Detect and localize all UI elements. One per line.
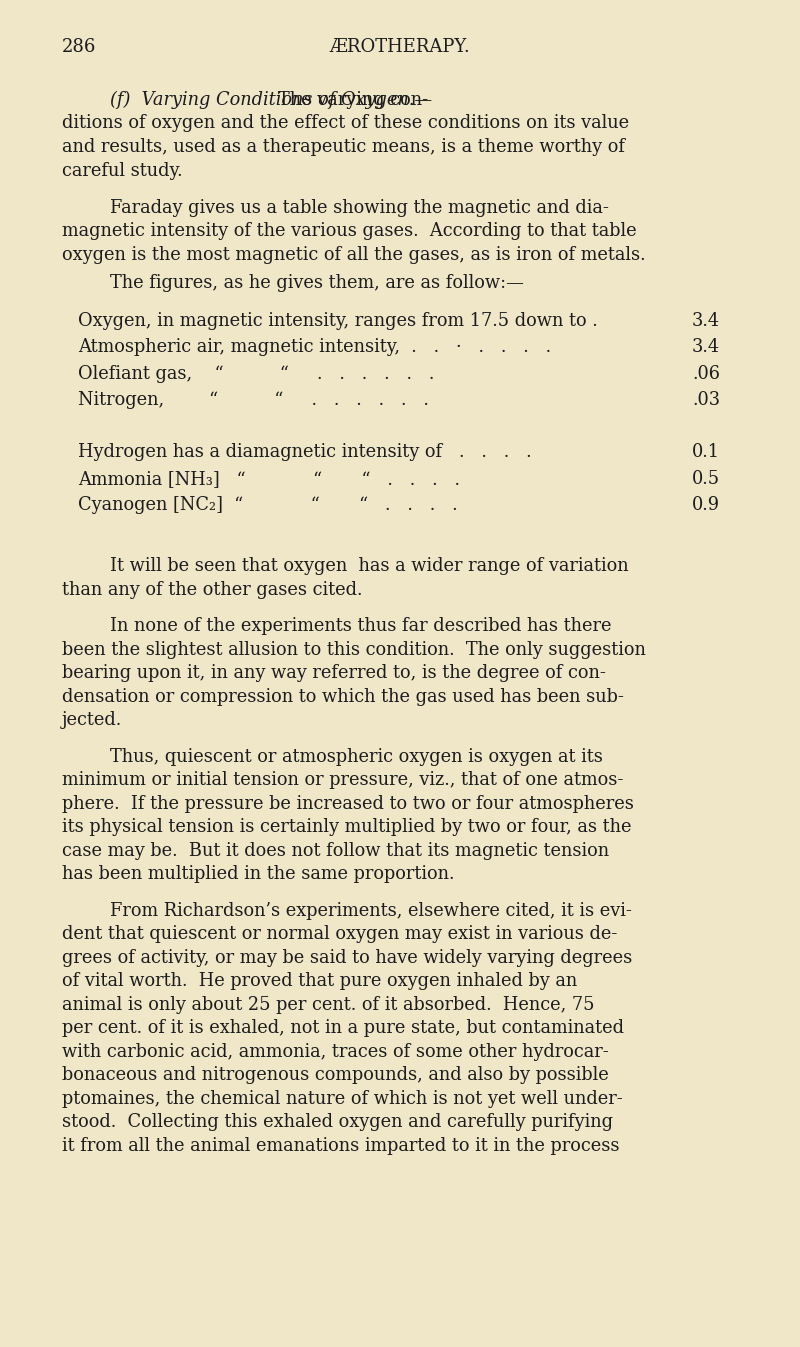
Text: bearing upon it, in any way referred to, is the degree of con-: bearing upon it, in any way referred to,… <box>62 664 606 683</box>
Text: Faraday gives us a table showing the magnetic and dia-: Faraday gives us a table showing the mag… <box>110 199 609 217</box>
Text: and results, used as a therapeutic means, is a theme worthy of: and results, used as a therapeutic means… <box>62 137 625 156</box>
Text: From Richardson’s experiments, elsewhere cited, it is evi-: From Richardson’s experiments, elsewhere… <box>110 902 632 920</box>
Text: per cent. of it is exhaled, not in a pure state, but contaminated: per cent. of it is exhaled, not in a pur… <box>62 1020 624 1037</box>
Text: bonaceous and nitrogenous compounds, and also by possible: bonaceous and nitrogenous compounds, and… <box>62 1067 609 1084</box>
Text: with carbonic acid, ammonia, traces of some other hydrocar-: with carbonic acid, ammonia, traces of s… <box>62 1043 609 1061</box>
Text: it from all the animal emanations imparted to it in the process: it from all the animal emanations impart… <box>62 1137 619 1154</box>
Text: Thus, quiescent or atmospheric oxygen is oxygen at its: Thus, quiescent or atmospheric oxygen is… <box>110 748 603 766</box>
Text: Cyanogen [NC₂]  “            “       “   .   .   .   .: Cyanogen [NC₂] “ “ “ . . . . <box>78 496 458 513</box>
Text: Atmospheric air, magnetic intensity,  .   .   ·   .   .   .   .: Atmospheric air, magnetic intensity, . .… <box>78 338 551 357</box>
Text: 3.4: 3.4 <box>692 313 720 330</box>
Text: densation or compression to which the gas used has been sub-: densation or compression to which the ga… <box>62 688 624 706</box>
Text: 3.4: 3.4 <box>692 338 720 357</box>
Text: It will be seen that oxygen  has a wider range of variation: It will be seen that oxygen has a wider … <box>110 558 629 575</box>
Text: jected.: jected. <box>62 711 122 730</box>
Text: 0.9: 0.9 <box>692 496 720 513</box>
Text: 286: 286 <box>62 38 96 57</box>
Text: of vital worth.  He proved that pure oxygen inhaled by an: of vital worth. He proved that pure oxyg… <box>62 973 578 990</box>
Text: In none of the experiments thus far described has there: In none of the experiments thus far desc… <box>110 617 611 636</box>
Text: 0.5: 0.5 <box>692 470 720 488</box>
Text: careful study.: careful study. <box>62 162 182 179</box>
Text: (f)  Varying Conditions of Oxygen.—: (f) Varying Conditions of Oxygen.— <box>110 90 432 109</box>
Text: oxygen is the most magnetic of all the gases, as is iron of metals.: oxygen is the most magnetic of all the g… <box>62 247 646 264</box>
Text: Hydrogen has a diamagnetic intensity of   .   .   .   .: Hydrogen has a diamagnetic intensity of … <box>78 443 532 461</box>
Text: ptomaines, the chemical nature of which is not yet well under-: ptomaines, the chemical nature of which … <box>62 1090 622 1109</box>
Text: Ammonia [NH₃]   “            “       “   .   .   .   .: Ammonia [NH₃] “ “ “ . . . . <box>78 470 460 488</box>
Text: been the slightest allusion to this condition.  The only suggestion: been the slightest allusion to this cond… <box>62 641 646 659</box>
Text: Oxygen, in magnetic intensity, ranges from 17.5 down to .: Oxygen, in magnetic intensity, ranges fr… <box>78 313 598 330</box>
Text: its physical tension is certainly multiplied by two or four, as the: its physical tension is certainly multip… <box>62 819 631 836</box>
Text: ditions of oxygen and the effect of these conditions on its value: ditions of oxygen and the effect of thes… <box>62 114 629 132</box>
Text: .06: .06 <box>692 365 720 383</box>
Text: stood.  Collecting this exhaled oxygen and carefully purifying: stood. Collecting this exhaled oxygen an… <box>62 1114 613 1131</box>
Text: Olefiant gas,    “          “     .   .   .   .   .   .: Olefiant gas, “ “ . . . . . . <box>78 365 434 383</box>
Text: The figures, as he gives them, are as follow:—: The figures, as he gives them, are as fo… <box>110 275 524 292</box>
Text: dent that quiescent or normal oxygen may exist in various de-: dent that quiescent or normal oxygen may… <box>62 925 618 943</box>
Text: has been multiplied in the same proportion.: has been multiplied in the same proporti… <box>62 865 454 884</box>
Text: 0.1: 0.1 <box>692 443 720 461</box>
Text: phere.  If the pressure be increased to two or four atmospheres: phere. If the pressure be increased to t… <box>62 795 634 814</box>
Text: animal is only about 25 per cent. of it absorbed.  Hence, 75: animal is only about 25 per cent. of it … <box>62 995 594 1014</box>
Text: case may be.  But it does not follow that its magnetic tension: case may be. But it does not follow that… <box>62 842 609 859</box>
Text: grees of activity, or may be said to have widely varying degrees: grees of activity, or may be said to hav… <box>62 948 632 967</box>
Text: The varying con-: The varying con- <box>278 92 428 109</box>
Text: Nitrogen,        “          “     .   .   .   .   .   .: Nitrogen, “ “ . . . . . . <box>78 391 429 409</box>
Text: than any of the other gases cited.: than any of the other gases cited. <box>62 581 362 599</box>
Text: magnetic intensity of the various gases.  According to that table: magnetic intensity of the various gases.… <box>62 222 637 241</box>
Text: ÆROTHERAPY.: ÆROTHERAPY. <box>330 38 470 57</box>
Text: minimum or initial tension or pressure, viz., that of one atmos-: minimum or initial tension or pressure, … <box>62 772 623 789</box>
Text: .03: .03 <box>692 391 720 409</box>
